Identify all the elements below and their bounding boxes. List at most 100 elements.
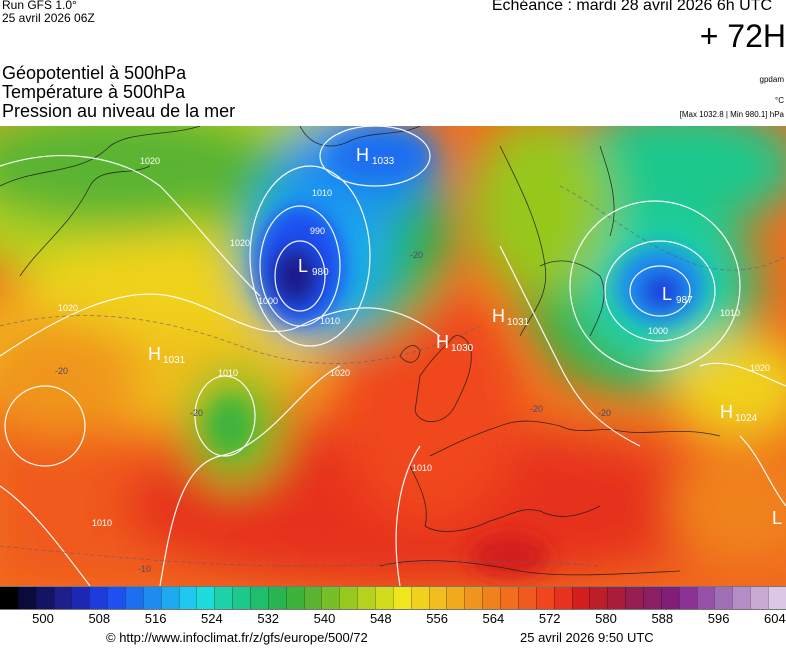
scale-swatch: [678, 587, 697, 609]
svg-text:L: L: [662, 284, 672, 304]
unit-temperature: °C: [775, 96, 784, 105]
weather-map: H 1033 L 980 L 987 H 1031 H 1030 H 1031 …: [0, 126, 786, 586]
temperature-label: -20: [410, 250, 423, 260]
scale-swatch: [321, 587, 340, 609]
scale-swatch: [607, 587, 626, 609]
scale-swatch: [625, 587, 643, 609]
scale-swatch: [482, 587, 501, 609]
svg-text:H: H: [436, 332, 449, 352]
scale-swatch: [0, 587, 18, 609]
scale-tick-label: 516: [144, 611, 167, 626]
scale-tick-label: 596: [707, 611, 730, 626]
param-geopotential: Géopotentiel à 500hPa: [2, 63, 187, 83]
geopotential-field: [0, 126, 786, 586]
scale-swatch: [571, 587, 590, 609]
temperature-label: -20: [598, 408, 611, 418]
scale-swatch: [428, 587, 447, 609]
isobar-label: 1010: [320, 316, 340, 326]
pressure-centers: H 1033 L 980 L 987 H 1031 H 1030 H 1031 …: [148, 145, 782, 528]
isobar-label: 1010: [312, 188, 332, 198]
svg-text:1033: 1033: [372, 156, 395, 167]
isobar-label: 1010: [218, 368, 238, 378]
pressure-center-high: H 1031: [148, 344, 186, 366]
scale-swatch: [107, 587, 126, 609]
scale-swatch: [589, 587, 608, 609]
svg-text:H: H: [720, 402, 733, 422]
isobar-label: 1020: [330, 368, 350, 378]
color-scale: [0, 586, 786, 610]
scale-swatch: [303, 587, 322, 609]
svg-text:1031: 1031: [507, 317, 530, 328]
isobar-label: 1010: [720, 308, 740, 318]
unit-geopotential: gpdam: [759, 75, 784, 84]
scale-swatch: [214, 587, 233, 609]
pressure-center-low: L: [772, 508, 782, 528]
isobars: [0, 126, 786, 586]
scale-swatch: [53, 587, 72, 609]
isobar-label: 1000: [648, 326, 668, 336]
scale-swatch: [250, 587, 268, 609]
temperature-label: -10: [138, 564, 151, 574]
scale-tick-label: 540: [313, 611, 336, 626]
isobar-label: 1020: [58, 303, 78, 313]
pressure-center-high: H 1033: [356, 145, 395, 167]
scale-swatch: [357, 587, 376, 609]
scale-swatch: [767, 587, 786, 609]
scale-tick-label: 572: [538, 611, 561, 626]
scale-swatch: [339, 587, 358, 609]
scale-swatch: [732, 587, 751, 609]
scale-swatch: [750, 587, 768, 609]
isobar-label: 1020: [750, 363, 770, 373]
svg-text:H: H: [148, 344, 161, 364]
scale-swatch: [642, 587, 661, 609]
scale-swatch: [446, 587, 465, 609]
scale-swatch: [125, 587, 143, 609]
scale-tick-label: 508: [88, 611, 111, 626]
temperature-label: -20: [190, 408, 203, 418]
isobar-label: 1020: [230, 238, 250, 248]
pressure-center-low: L 987: [662, 284, 693, 306]
valid-time: Echéance : mardi 28 avril 2026 6h UTC: [491, 0, 772, 14]
svg-text:980: 980: [312, 267, 329, 278]
scale-swatch: [660, 587, 679, 609]
isobar-label: 1020: [140, 156, 160, 166]
scale-swatch: [196, 587, 215, 609]
scale-swatch: [17, 587, 36, 609]
svg-text:987: 987: [676, 295, 693, 306]
scale-swatch: [375, 587, 393, 609]
temperature-label: -20: [55, 366, 68, 376]
scale-swatch: [160, 587, 179, 609]
pressure-center-high: H 1031: [492, 306, 530, 328]
unit-pressure-range: [Max 1032.8 | Min 980.1] hPa: [679, 110, 784, 119]
pressure-center-low: L 980: [298, 256, 329, 278]
param-sea-level-pressure: Pression au niveau de la mer: [2, 101, 236, 121]
run-date: 25 avril 2026 06Z: [2, 11, 95, 25]
svg-text:1024: 1024: [735, 413, 758, 424]
isobar-labels: 1020 1010 1000 990 1010 1020 1020 1010 1…: [58, 156, 770, 528]
scale-tick-label: 500: [32, 611, 54, 626]
scale-tick-label: 548: [369, 611, 392, 626]
svg-text:H: H: [492, 306, 505, 326]
isobar-label: 1010: [92, 518, 112, 528]
temperature-labels: -20 -20 -20 -10 -20 -20: [55, 250, 611, 574]
scale-swatch: [714, 587, 733, 609]
scale-swatch: [535, 587, 554, 609]
scale-swatch: [696, 587, 715, 609]
scale-swatch: [71, 587, 90, 609]
color-scale-ticks: 500 508 516 524 532 540 548 556 564 572 580 588 596 6…: [0, 611, 786, 627]
svg-text:1031: 1031: [163, 355, 186, 366]
scale-tick-label: 588: [651, 611, 674, 626]
scale-swatch: [142, 587, 161, 609]
coastlines: [0, 126, 721, 576]
svg-text:L: L: [298, 256, 308, 276]
param-temperature: Température à 500hPa: [2, 82, 186, 102]
scale-tick-label: 556: [426, 611, 448, 626]
svg-text:L: L: [772, 508, 782, 528]
scale-swatch: [267, 587, 286, 609]
svg-text:1030: 1030: [451, 343, 474, 354]
scale-tick-label: 524: [201, 611, 223, 626]
scale-swatch: [392, 587, 411, 609]
source-credit: © http://www.infoclimat.fr/z/gfs/europe/…: [106, 630, 368, 645]
model-run-label: Run GFS 1.0°: [2, 0, 77, 12]
scale-swatch: [285, 587, 304, 609]
